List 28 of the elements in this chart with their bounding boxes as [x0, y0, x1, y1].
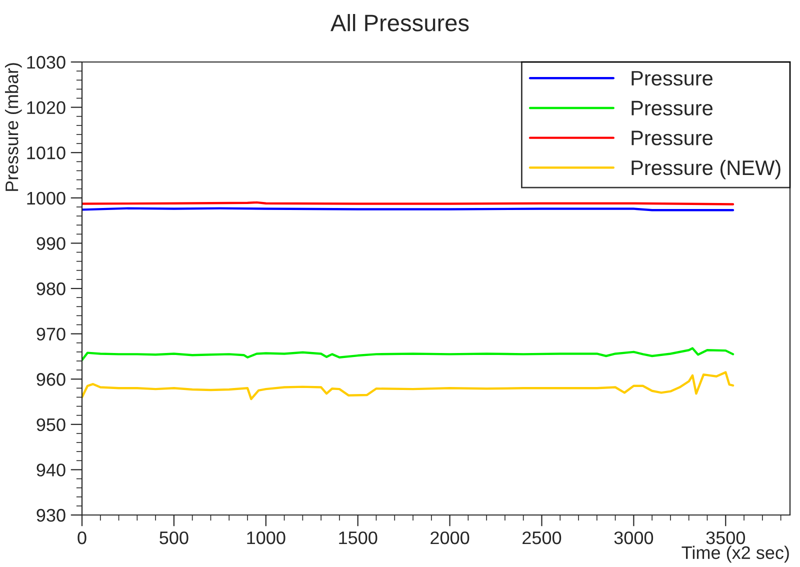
y-tick-label: 990 [36, 237, 66, 250]
y-tick-label: 1030 [27, 56, 66, 69]
y-tick-label: 1010 [27, 146, 66, 160]
y-tick-label: 980 [36, 282, 66, 296]
x-axis-title: Time (x2 sec) [682, 546, 789, 563]
y-tick-label: 930 [36, 508, 66, 522]
legend-label: Pressure [632, 130, 712, 146]
chart-title: All Pressures [330, 14, 469, 32]
x-tick-label: 1500 [339, 531, 378, 544]
y-axis-title: Pressure (mbar) [4, 63, 22, 191]
y-tick-label: 960 [36, 373, 66, 386]
x-tick-label: 2000 [430, 531, 470, 544]
y-tick-label: 950 [36, 418, 66, 432]
y-tick-label: 1020 [27, 101, 66, 114]
legend-label: Pressure [632, 100, 712, 116]
y-tick-label: 970 [36, 328, 66, 341]
line-series [82, 347, 734, 362]
x-tick-label: 3500 [706, 531, 746, 544]
x-tick-label: 2500 [522, 531, 562, 544]
x-tick-label: 0 [78, 531, 86, 544]
y-tick-label: 1000 [27, 192, 66, 205]
legend-label: Pressure [632, 71, 712, 86]
x-tick-label: 500 [160, 531, 188, 544]
x-tick-label: 1000 [247, 531, 286, 544]
legend-label: Pressure (NEW) [632, 160, 780, 180]
y-tick-label: 940 [36, 464, 66, 476]
x-tick-label: 3000 [614, 531, 654, 544]
line-series [82, 371, 734, 400]
